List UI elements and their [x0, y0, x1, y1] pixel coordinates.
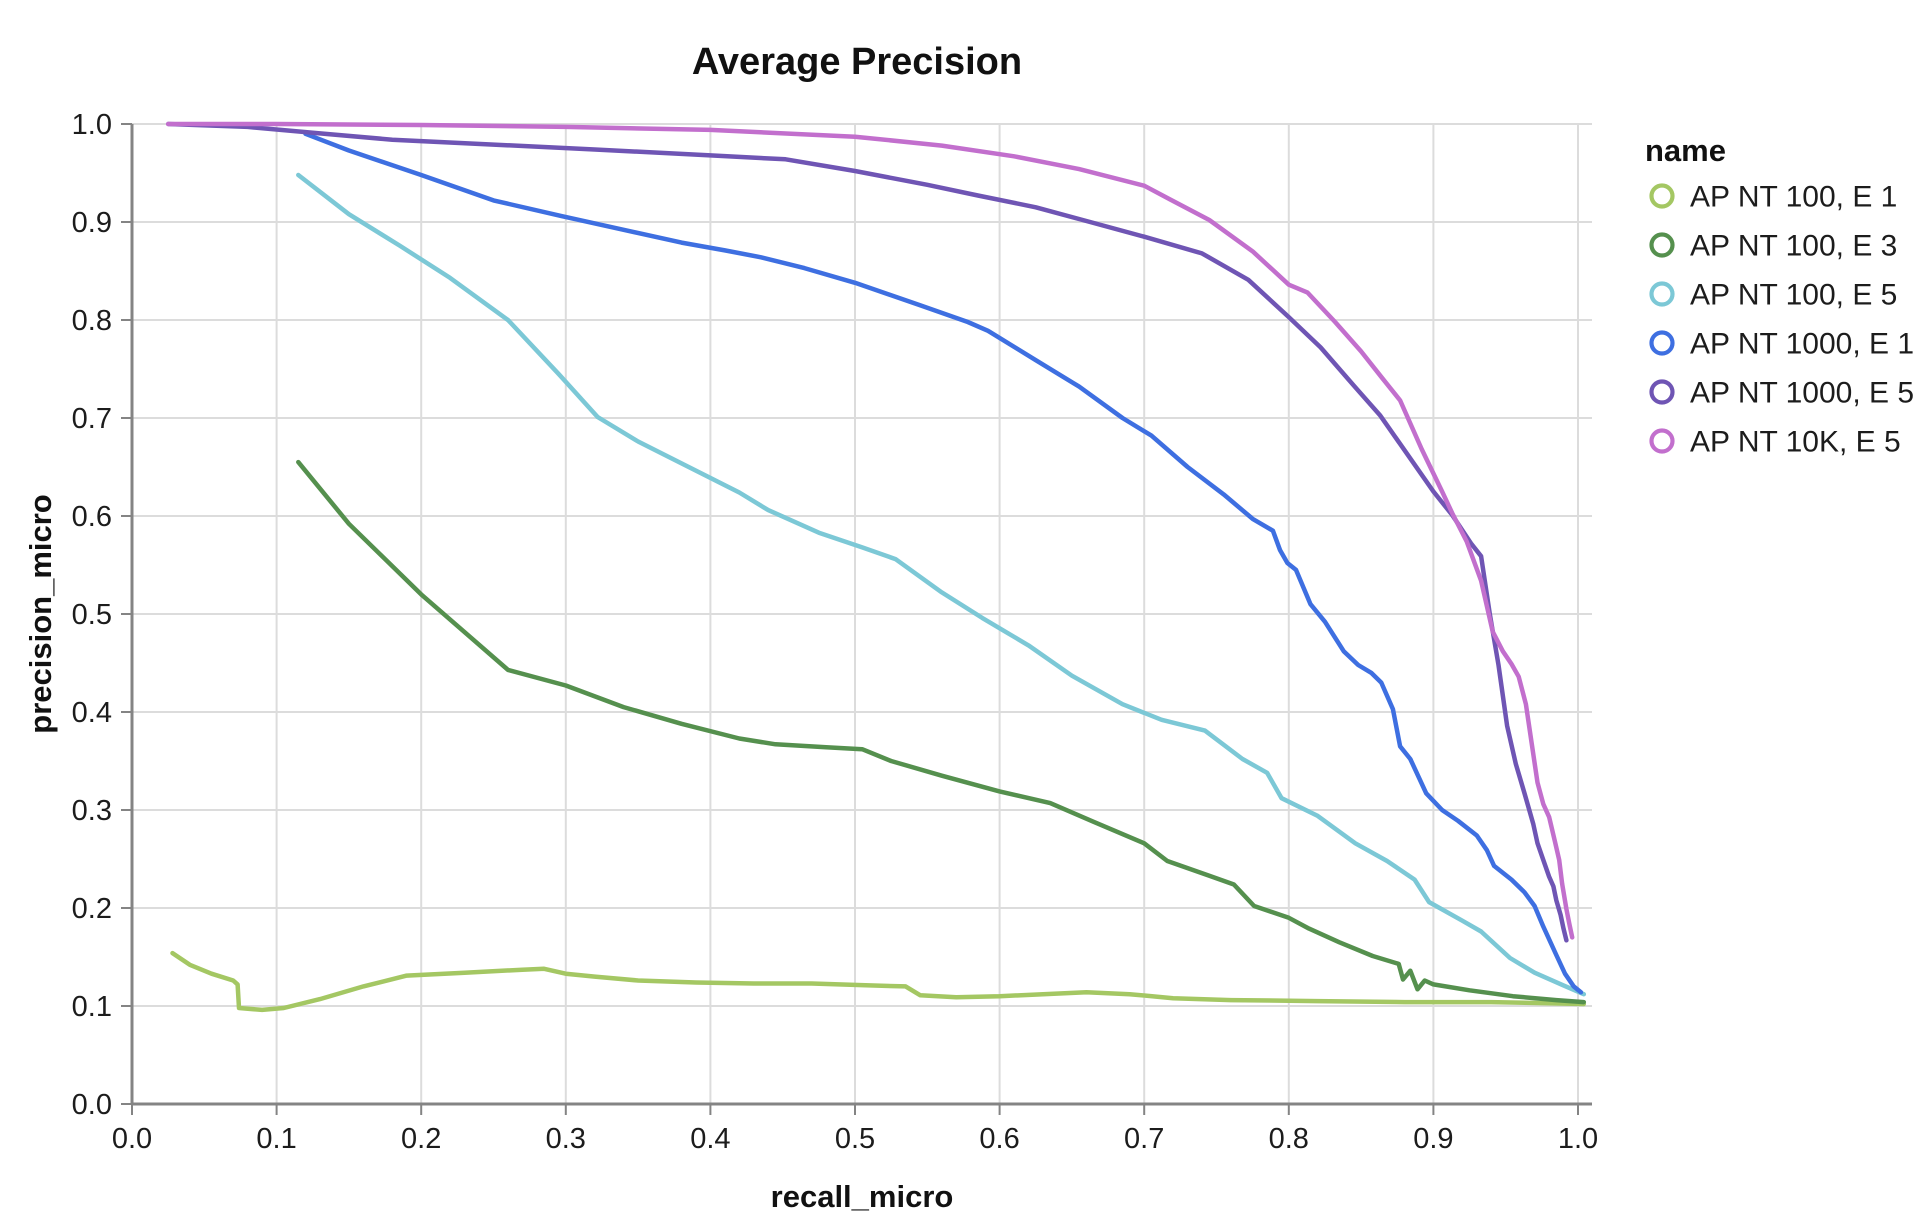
x-tick-label: 0.5: [835, 1123, 875, 1155]
legend-swatch-icon: [1649, 232, 1675, 258]
series-line-ap-nt-10k-e-5: [165, 121, 1575, 940]
legend-item-label: AP NT 100, E 1: [1690, 181, 1897, 214]
y-tick-label: 0.0: [72, 1089, 112, 1121]
legend-title: name: [1645, 133, 1726, 168]
axis-layer: 0.0 0.1 0.2 0.3 0.4 0.5 0.6 0.7 0.8 0.9 1.0 0.0 0.1 0…: [72, 109, 1598, 1155]
x-tick-label: 0.9: [1413, 1123, 1453, 1155]
legend-swatch-icon: [1649, 428, 1675, 454]
x-tick-label: 0.4: [690, 1123, 730, 1155]
x-tick-label: 0.6: [979, 1123, 1019, 1155]
x-tick-label: 1.0: [1558, 1123, 1598, 1155]
series-line-ap-nt-100-e-1: [170, 950, 1587, 1013]
legend-item-label: AP NT 10K, E 5: [1690, 426, 1901, 459]
series-line-ap-nt-100-e-5: [296, 172, 1587, 997]
x-axis-title: recall_micro: [771, 1179, 954, 1214]
x-tick-label: 0.0: [112, 1123, 152, 1155]
y-tick-label: 0.4: [72, 697, 112, 729]
y-axis-title: precision_micro: [23, 494, 58, 733]
legend-swatch-icon: [1649, 379, 1675, 405]
x-tick-label: 0.3: [546, 1123, 586, 1155]
legend-layer: AP NT 100, E 1 AP NT 100, E 3 AP NT 100, E…: [1649, 181, 1914, 459]
legend-item-label: AP NT 1000, E 5: [1690, 377, 1914, 410]
y-tick-label: 0.7: [72, 403, 112, 435]
series-line-ap-nt-100-e-3: [296, 459, 1587, 1005]
series-layer: [165, 121, 1587, 1013]
y-tick-label: 0.2: [72, 893, 112, 925]
x-tick-label: 0.7: [1124, 1123, 1164, 1155]
series-line-ap-nt-1000-e-1: [303, 131, 1584, 995]
y-tick-label: 0.9: [72, 207, 112, 239]
legend-item: AP NT 100, E 1: [1649, 181, 1897, 214]
y-tick-label: 0.6: [72, 501, 112, 533]
y-tick-label: 0.8: [72, 305, 112, 337]
legend-item-label: AP NT 100, E 5: [1690, 279, 1897, 312]
legend-item: AP NT 100, E 5: [1649, 279, 1897, 312]
legend-item-label: AP NT 1000, E 1: [1690, 328, 1914, 361]
legend-item-label: AP NT 100, E 3: [1690, 230, 1897, 263]
y-tick-label: 0.3: [72, 795, 112, 827]
legend-swatch-icon: [1649, 281, 1675, 307]
legend-item: AP NT 10K, E 5: [1649, 426, 1901, 459]
legend-item: AP NT 1000, E 1: [1649, 328, 1914, 361]
y-tick-label: 1.0: [72, 109, 112, 141]
legend-swatch-icon: [1649, 183, 1675, 209]
legend-item: AP NT 1000, E 5: [1649, 377, 1914, 410]
chart-title: Average Precision: [692, 41, 1022, 83]
legend-swatch-icon: [1649, 330, 1675, 356]
x-tick-label: 0.2: [401, 1123, 441, 1155]
y-tick-label: 0.5: [72, 599, 112, 631]
x-tick-label: 0.1: [256, 1123, 296, 1155]
x-tick-label: 0.8: [1269, 1123, 1309, 1155]
series-line-ap-nt-1000-e-5: [165, 121, 1569, 943]
legend-item: AP NT 100, E 3: [1649, 230, 1897, 263]
y-tick-label: 0.1: [72, 991, 112, 1023]
